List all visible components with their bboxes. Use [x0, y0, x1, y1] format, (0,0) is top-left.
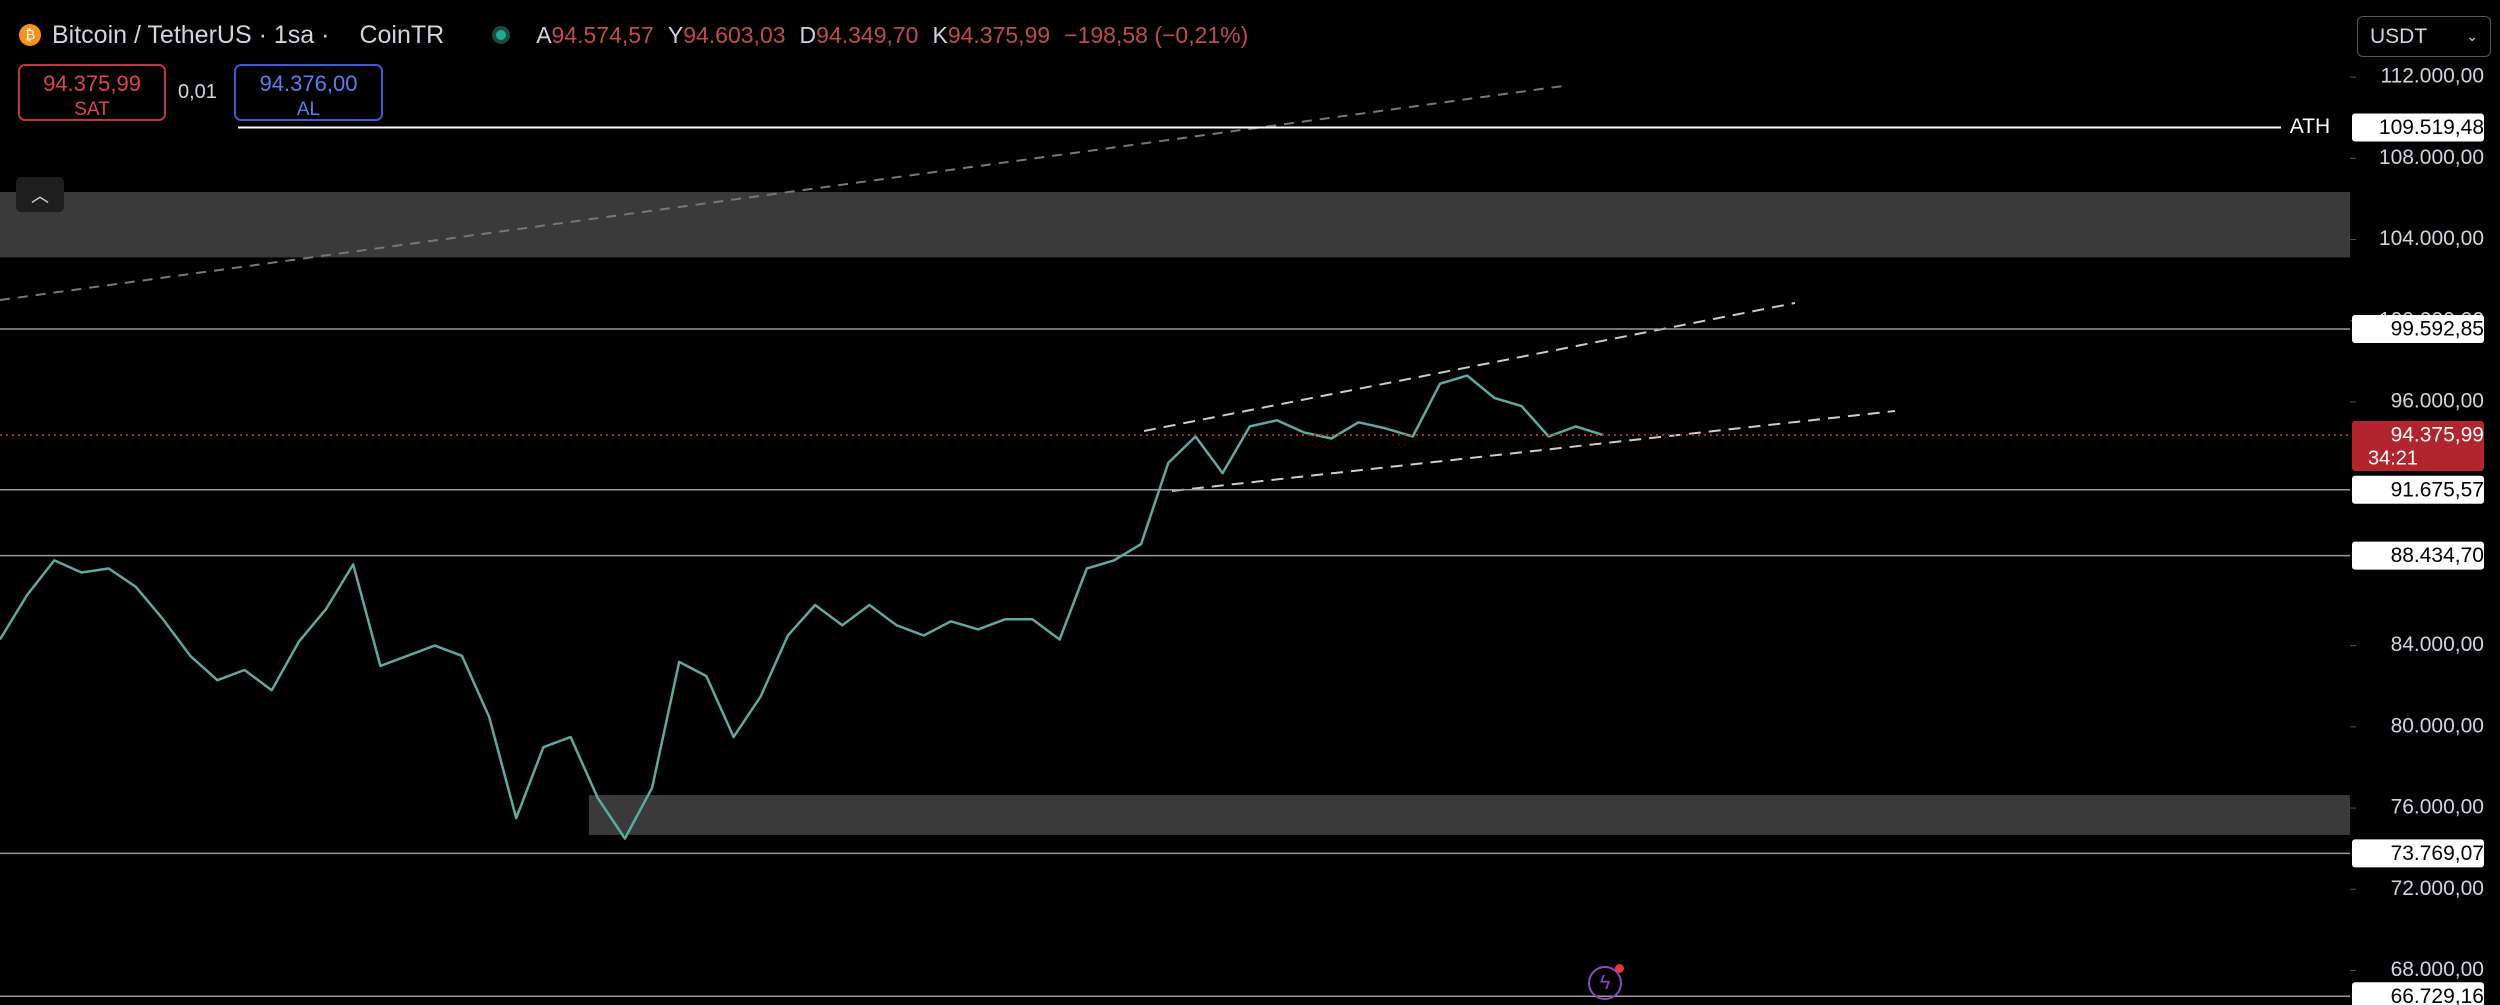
buy-button[interactable]: 94.376,00 AL [234, 64, 383, 121]
level-label-box [2352, 315, 2484, 344]
ohlc-item: A94.574,57 [536, 22, 654, 49]
currency: USDT [2370, 24, 2428, 48]
level-label-box [2352, 982, 2484, 1005]
header: ₿ Bitcoin / TetherUS · 1sa · CoinTR A94.… [18, 16, 1248, 54]
y-tick-label: 68.000,00 [2391, 958, 2484, 981]
trend-line [1171, 410, 1896, 492]
ohlc: A94.574,57 Y94.603,03 D94.349,70 K94.375,99 [536, 22, 1050, 49]
y-tick-label: 108.000,00 [2379, 146, 2484, 169]
level-tag: ATH [2290, 115, 2330, 138]
level-label-box [2352, 839, 2484, 868]
ohlc-value: 94.574,57 [551, 21, 654, 48]
coin-icon: ₿ [19, 24, 41, 46]
ohlc-key: D [799, 21, 817, 48]
ohlc-item: Y94.603,03 [668, 22, 786, 49]
level-label: 66.729,16 [2391, 985, 2484, 1005]
exchange: CoinTR [359, 20, 445, 49]
current-price-box [2352, 420, 2484, 471]
symbol[interactable]: Bitcoin / TetherUS · 1sa · [52, 20, 330, 49]
level-label: 88.434,70 [2391, 544, 2484, 567]
change: −198,58 (−0,21%) [1064, 21, 1249, 48]
ohlc-value: 94.375,99 [947, 21, 1051, 48]
zone [0, 192, 2350, 258]
y-tick-label: 96.000,00 [2391, 390, 2484, 413]
level-label: 73.769,07 [2391, 842, 2484, 865]
current-price-label: 94.375,99 [2391, 424, 2484, 447]
zone [589, 795, 2350, 835]
trend-line [1143, 302, 1796, 432]
ohlc-item: K94.375,99 [932, 22, 1050, 49]
y-tick-label: 104.000,00 [2379, 227, 2484, 250]
level-label: 91.675,57 [2391, 478, 2484, 501]
level-label: 99.592,85 [2391, 318, 2484, 341]
collapse-button[interactable]: ︿ [16, 177, 64, 212]
y-tick-label: 80.000,00 [2391, 714, 2484, 737]
price-line [0, 374, 1604, 840]
countdown: 34:21 [2368, 447, 2418, 469]
status-dot [492, 26, 511, 44]
y-tick-label: 112.000,00 [2380, 65, 2484, 88]
ohlc-value: 94.603,03 [683, 21, 786, 48]
level-label-box [2352, 475, 2484, 504]
sell-price: 94.375,99 [43, 71, 141, 96]
level-label: 109.519,48 [2379, 116, 2484, 139]
lightning-icon[interactable]: ϟ [1588, 964, 1624, 1000]
y-tick-label: 72.000,00 [2391, 877, 2484, 900]
y-tick-label: 76.000,00 [2391, 796, 2484, 819]
y-tick-label: 84.000,00 [2391, 633, 2484, 656]
ohlc-key: Y [667, 21, 684, 48]
currency-select[interactable]: USDT ⌄ [2357, 16, 2491, 57]
level-label-box [2352, 541, 2484, 570]
svg-text:₿: ₿ [25, 27, 35, 43]
spread: 0,01 [178, 81, 217, 103]
ohlc-value: 94.349,70 [816, 21, 919, 48]
buy-label: AL [296, 99, 321, 120]
buy-price: 94.376,00 [259, 71, 358, 96]
ohlc-key: K [932, 21, 948, 48]
sell-label: SAT [74, 99, 110, 120]
level-label-box [2352, 113, 2484, 142]
trend-line [0, 85, 1564, 301]
ohlc-key: A [536, 21, 552, 48]
sell-button[interactable]: 94.375,99 SAT [18, 64, 166, 121]
ohlc-item: D94.349,70 [800, 22, 919, 49]
